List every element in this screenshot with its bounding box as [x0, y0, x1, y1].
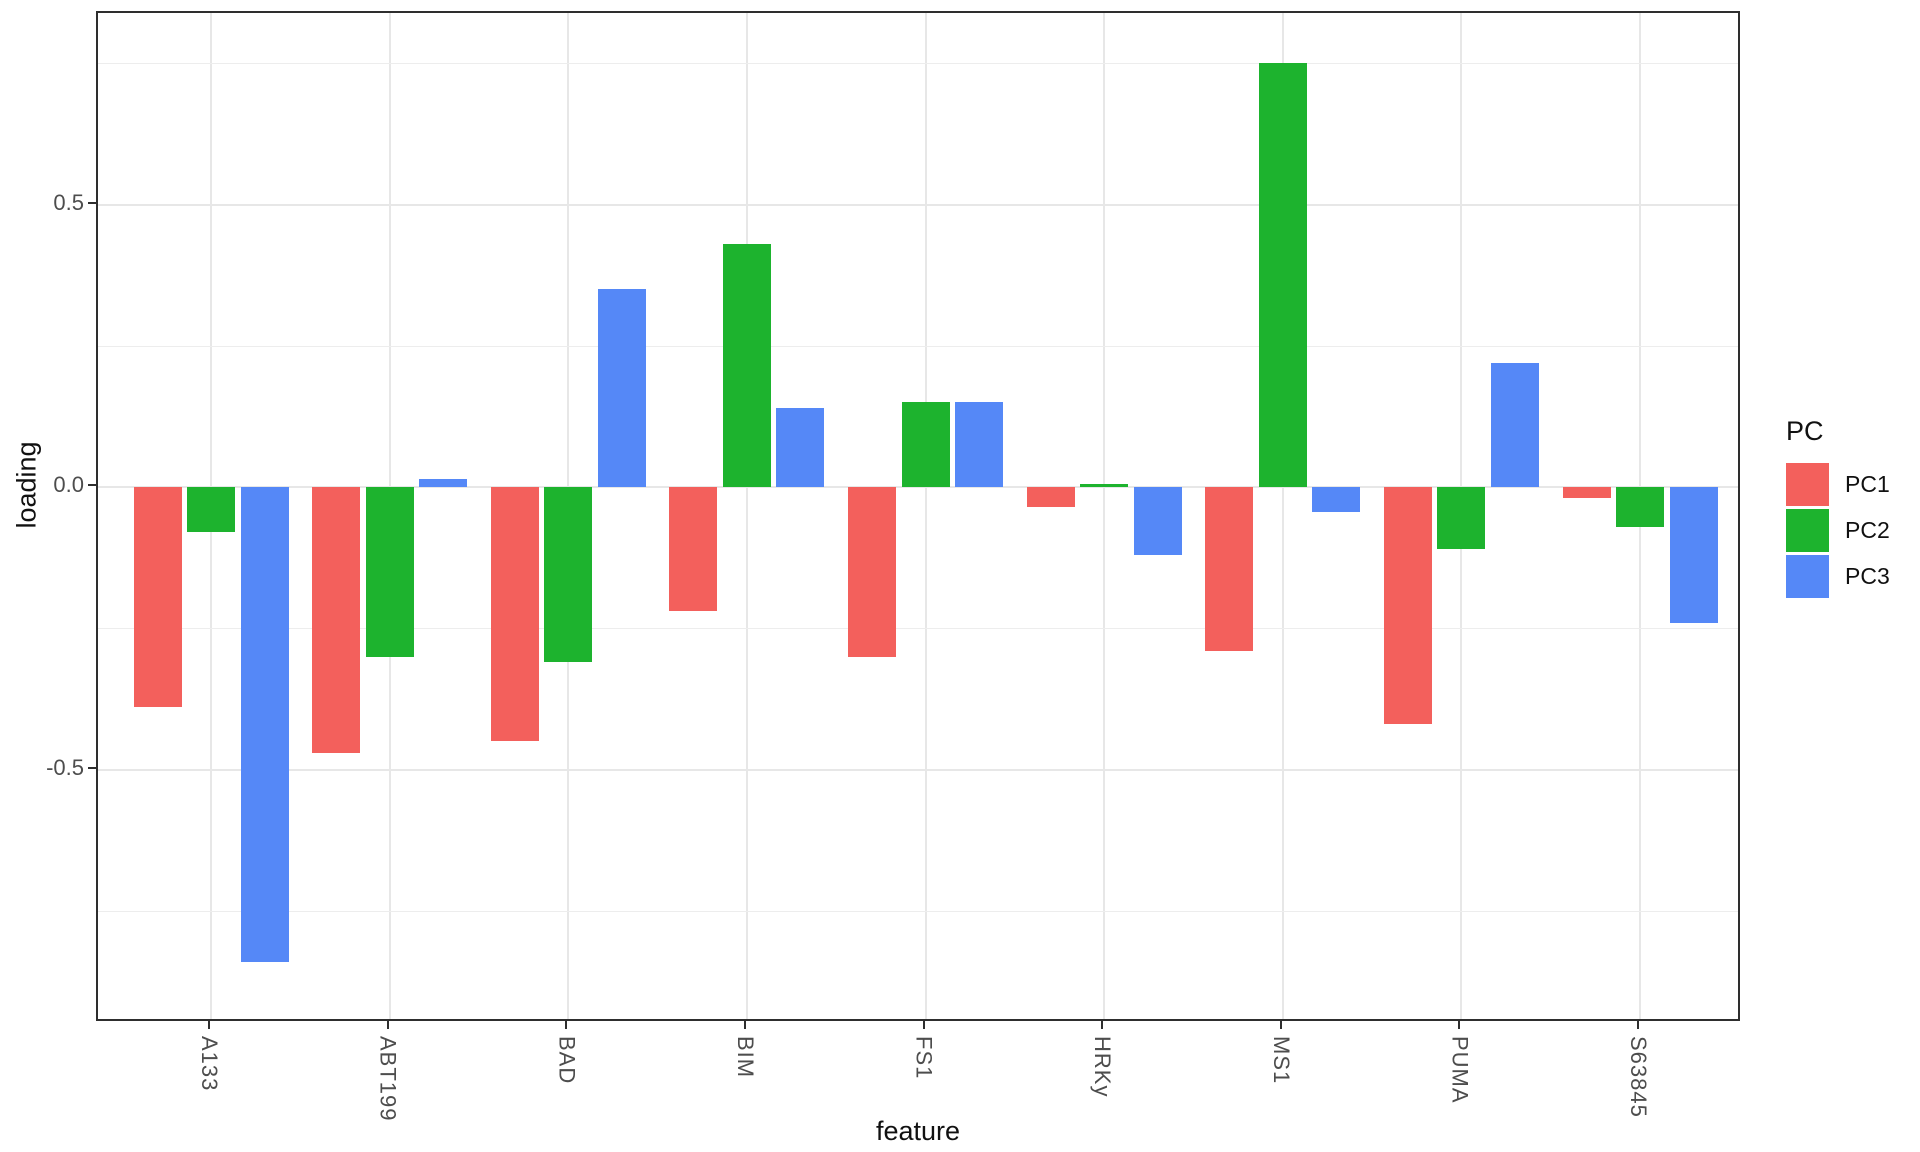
bar-pc2-puma — [1437, 487, 1486, 550]
y-tick-label: 0.0 — [53, 472, 84, 497]
bar-pc1-abt199 — [312, 487, 361, 753]
x-axis-tick — [208, 1021, 210, 1029]
gridline-minor — [98, 628, 1738, 630]
bar-pc2-bad — [544, 487, 593, 663]
x-axis-tick — [743, 1021, 746, 1029]
bar-pc1-fs1 — [848, 487, 896, 657]
x-axis-tick — [1279, 1021, 1282, 1029]
gridline-major — [98, 486, 1738, 488]
x-axis-tick — [386, 1021, 389, 1029]
bar-pc3-s63845 — [1669, 487, 1718, 623]
bar-pc3-puma — [1490, 362, 1539, 487]
bar-pc1-bad — [490, 487, 539, 742]
gridline-vertical — [1103, 13, 1106, 1019]
legend-entry-pc1: PC1 — [1786, 463, 1890, 506]
bar-pc2-fs1 — [901, 402, 950, 487]
bar-pc3-bim — [776, 407, 825, 487]
legend-entry-pc3: PC3 — [1786, 555, 1890, 598]
y-axis-tick — [88, 484, 96, 486]
bar-pc3-hrky — [1133, 487, 1182, 555]
y-axis-tick — [88, 766, 96, 769]
legend-label: PC3 — [1845, 563, 1890, 589]
bar-pc3-abt199 — [419, 478, 468, 487]
x-tick-label: FS1 — [911, 1036, 937, 1080]
legend-entry-pc2: PC2 — [1786, 509, 1890, 552]
gridline-minor — [98, 63, 1738, 65]
gridline-major — [98, 203, 1738, 206]
bar-pc1-s63845 — [1562, 487, 1611, 499]
bar-pc1-puma — [1383, 487, 1432, 725]
gridline-vertical — [924, 13, 927, 1019]
x-axis-tick — [1101, 1021, 1104, 1029]
y-tick-label: -0.5 — [46, 754, 84, 780]
legend-title: PC — [1786, 416, 1824, 446]
x-axis-title: feature — [875, 1116, 961, 1146]
gridline-minor — [98, 345, 1738, 347]
bar-pc1-a133 — [133, 487, 182, 708]
x-tick-label: A133 — [197, 1036, 222, 1092]
legend-label: PC1 — [1845, 471, 1890, 497]
gridline-minor — [98, 910, 1738, 912]
plot-panel — [96, 11, 1740, 1021]
gridline-vertical — [745, 13, 748, 1019]
y-axis-title: loading — [11, 441, 42, 529]
bar-pc3-a133 — [240, 487, 289, 962]
bar-pc2-ms1 — [1258, 63, 1307, 487]
legend-label: PC2 — [1845, 517, 1890, 543]
x-axis-tick — [1458, 1021, 1461, 1029]
x-tick-label: BIM — [732, 1036, 758, 1079]
x-axis-tick — [922, 1021, 925, 1029]
x-tick-label: S63845 — [1626, 1036, 1651, 1118]
bar-pc2-s63845 — [1616, 487, 1664, 527]
x-tick-label: HRKy — [1090, 1036, 1116, 1098]
x-tick-label: ABT199 — [375, 1036, 401, 1122]
legend-entries: PC1 PC2 PC3 — [1786, 463, 1890, 598]
x-tick-label: BAD — [554, 1036, 580, 1085]
bar-pc3-fs1 — [955, 402, 1003, 487]
legend-swatch-pc2 — [1786, 509, 1829, 552]
x-axis-tick — [565, 1021, 568, 1029]
y-tick-label: 0.5 — [53, 189, 84, 215]
x-axis-tick — [1637, 1021, 1639, 1029]
bar-pc2-bim — [722, 244, 771, 487]
legend-swatch-pc1 — [1786, 463, 1829, 506]
y-axis-tick — [88, 201, 96, 204]
gridline-major — [98, 768, 1738, 771]
bar-pc1-bim — [669, 487, 718, 612]
bar-pc3-bad — [597, 289, 646, 487]
bar-pc2-hrky — [1080, 484, 1129, 487]
legend-swatch-pc3 — [1786, 555, 1829, 598]
bar-pc1-hrky — [1026, 487, 1075, 507]
x-tick-label: MS1 — [1268, 1036, 1294, 1085]
bar-pc3-ms1 — [1312, 487, 1361, 513]
gridline-vertical — [1281, 13, 1284, 1019]
legend: PC PC1 PC2 PC3 — [1786, 416, 1890, 601]
bar-pc2-a133 — [187, 487, 235, 533]
x-tick-label: PUMA — [1447, 1036, 1473, 1104]
bar-pc2-abt199 — [365, 487, 414, 657]
bar-pc1-ms1 — [1205, 487, 1254, 651]
